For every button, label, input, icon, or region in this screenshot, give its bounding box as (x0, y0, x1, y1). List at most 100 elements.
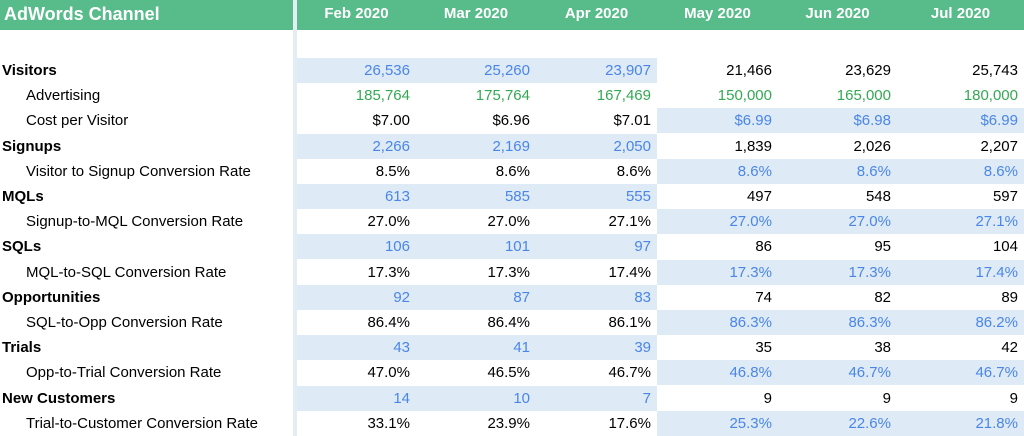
table-cell[interactable]: 25,743 (972, 62, 1018, 79)
table-cell[interactable]: 167,469 (596, 87, 651, 105)
table-cell[interactable]: 86.3% (778, 310, 897, 335)
table-cell[interactable]: 23.9% (487, 414, 530, 432)
table-cell[interactable]: 17.3% (487, 263, 530, 281)
table-cell[interactable]: 2,050 (536, 133, 657, 159)
table-cell[interactable]: 104 (992, 238, 1018, 256)
table-cell[interactable]: 17.3% (778, 259, 897, 285)
table-cell[interactable]: 597 (992, 188, 1018, 205)
row-label[interactable]: Visitor to Signup Conversion Rate (26, 162, 251, 180)
table-cell[interactable]: 106 (297, 234, 416, 260)
table-cell[interactable]: 21,466 (726, 62, 772, 79)
table-cell[interactable]: 14 (297, 385, 416, 411)
table-cell[interactable]: 150,000 (717, 87, 772, 105)
table-cell[interactable]: 23,907 (536, 58, 657, 83)
table-cell[interactable]: $7.01 (613, 112, 651, 130)
table-cell[interactable]: 25,260 (416, 58, 536, 83)
month-header[interactable]: Feb 2020 (297, 0, 416, 30)
table-cell[interactable]: 8.6% (495, 162, 530, 180)
month-header[interactable]: Mar 2020 (416, 0, 536, 30)
table-cell[interactable]: 175,764 (475, 87, 530, 105)
table-cell[interactable]: 43 (297, 335, 416, 361)
table-cell[interactable]: 9 (882, 389, 891, 407)
table-cell[interactable]: $6.96 (492, 112, 530, 130)
table-cell[interactable]: 10 (416, 385, 536, 411)
table-cell[interactable]: 25.3% (657, 410, 778, 436)
table-cell[interactable]: 27.0% (778, 209, 897, 235)
table-cell[interactable]: 2,207 (980, 137, 1018, 155)
row-label[interactable]: SQL-to-Opp Conversion Rate (26, 314, 223, 331)
table-cell[interactable]: 21.8% (897, 410, 1024, 436)
table-cell[interactable]: $6.99 (897, 108, 1024, 134)
row-label[interactable]: Cost per Visitor (26, 112, 129, 130)
table-cell[interactable]: 1,839 (734, 137, 772, 155)
table-cell[interactable]: 23,629 (845, 62, 891, 79)
table-cell[interactable]: 2,026 (853, 137, 891, 155)
row-label[interactable]: Trial-to-Customer Conversion Rate (26, 414, 259, 432)
table-cell[interactable]: 613 (297, 184, 416, 209)
table-cell[interactable]: 17.4% (608, 263, 651, 281)
table-cell[interactable]: 92 (297, 284, 416, 310)
table-cell[interactable]: 17.6% (608, 414, 651, 432)
table-cell[interactable]: 86.2% (897, 310, 1024, 335)
row-label[interactable]: New Customers (2, 389, 116, 407)
table-cell[interactable]: $6.99 (657, 108, 778, 134)
row-label[interactable]: MQL-to-SQL Conversion Rate (26, 263, 227, 281)
table-cell[interactable]: 46.7% (608, 364, 651, 382)
table-cell[interactable]: 87 (416, 284, 536, 310)
table-cell[interactable]: 2,169 (416, 133, 536, 159)
table-cell[interactable]: 46.8% (657, 360, 778, 386)
row-label[interactable]: Signup-to-MQL Conversion Rate (26, 213, 244, 231)
table-cell[interactable]: 165,000 (836, 87, 891, 105)
table-cell[interactable]: 35 (755, 339, 772, 357)
table-cell[interactable]: 86.1% (608, 314, 651, 331)
table-cell[interactable]: 8.6% (616, 162, 651, 180)
table-cell[interactable]: 497 (746, 188, 772, 205)
table-cell[interactable]: 46.7% (897, 360, 1024, 386)
table-cell[interactable]: 86.3% (657, 310, 778, 335)
table-cell[interactable]: 26,536 (297, 58, 416, 83)
table-cell[interactable]: 33.1% (367, 414, 410, 432)
table-cell[interactable]: 585 (416, 184, 536, 209)
table-cell[interactable]: 46.7% (778, 360, 897, 386)
table-cell[interactable]: 42 (1001, 339, 1018, 357)
table-cell[interactable]: 83 (536, 284, 657, 310)
month-header[interactable]: Jun 2020 (778, 0, 897, 30)
table-cell[interactable]: 27.1% (608, 213, 651, 231)
table-cell[interactable]: 38 (874, 339, 891, 357)
row-label[interactable]: Advertising (26, 87, 101, 105)
table-cell[interactable]: 39 (536, 335, 657, 361)
row-label[interactable]: MQLs (2, 188, 44, 205)
table-cell[interactable]: 17.3% (367, 263, 410, 281)
row-label[interactable]: Visitors (2, 62, 57, 79)
table-cell[interactable]: 180,000 (963, 87, 1018, 105)
month-header[interactable]: May 2020 (657, 0, 778, 30)
table-cell[interactable]: 27.0% (367, 213, 410, 231)
table-cell[interactable]: 95 (874, 238, 891, 256)
table-cell[interactable]: 82 (874, 288, 891, 306)
table-cell[interactable]: 74 (755, 288, 772, 306)
row-label[interactable]: SQLs (2, 238, 42, 256)
frozen-column-divider[interactable] (293, 0, 297, 436)
table-cell[interactable]: 46.5% (487, 364, 530, 382)
table-cell[interactable]: 47.0% (367, 364, 410, 382)
table-cell[interactable]: 8.6% (657, 158, 778, 184)
table-cell[interactable]: 17.3% (657, 259, 778, 285)
table-cell[interactable]: 8.6% (778, 158, 897, 184)
row-label[interactable]: Opp-to-Trial Conversion Rate (26, 364, 222, 382)
row-label[interactable]: Trials (2, 339, 42, 357)
table-cell[interactable]: 185,764 (355, 87, 410, 105)
table-cell[interactable]: 8.5% (375, 162, 410, 180)
month-header[interactable]: Jul 2020 (897, 0, 1024, 30)
table-cell[interactable]: $7.00 (372, 112, 410, 130)
table-cell[interactable]: 27.0% (657, 209, 778, 235)
table-cell[interactable]: 17.4% (897, 259, 1024, 285)
table-cell[interactable]: 22.6% (778, 410, 897, 436)
table-cell[interactable]: 89 (1001, 288, 1018, 306)
table-cell[interactable]: 2,266 (297, 133, 416, 159)
table-cell[interactable]: 7 (536, 385, 657, 411)
table-cell[interactable]: 8.6% (897, 158, 1024, 184)
table-cell[interactable]: 86.4% (487, 314, 530, 331)
table-cell[interactable]: 27.0% (487, 213, 530, 231)
table-cell[interactable]: 555 (536, 184, 657, 209)
table-cell[interactable]: 101 (416, 234, 536, 260)
